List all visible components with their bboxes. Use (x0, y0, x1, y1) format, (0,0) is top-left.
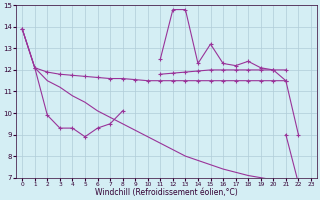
X-axis label: Windchill (Refroidissement éolien,°C): Windchill (Refroidissement éolien,°C) (95, 188, 238, 197)
